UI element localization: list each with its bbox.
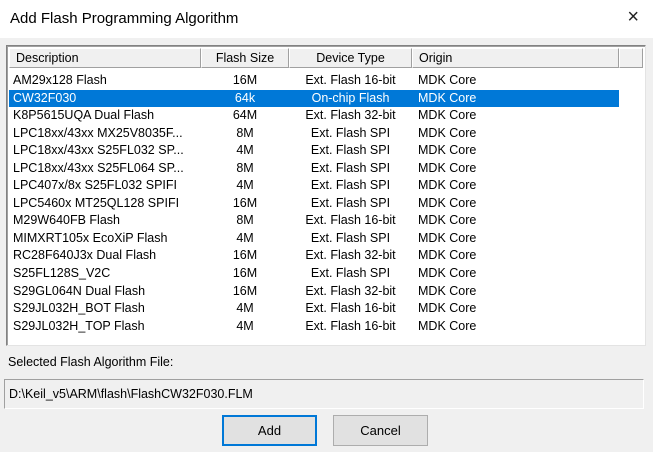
cell-origin: MDK Core [418,266,477,281]
cell-device-type: Ext. Flash SPI [310,143,391,158]
column-header-filler [619,48,643,68]
cell-description: LPC407x/8x S25FL032 SPIFI [13,178,177,193]
table-row[interactable]: K8P5615UQA Dual Flash 64M Ext. Flash 32-bi… [9,107,619,125]
cell-origin: MDK Core [418,73,477,87]
column-header-origin[interactable]: Origin [412,48,619,68]
column-header-description[interactable]: Description [9,48,201,68]
cell-description: K8P5615UQA Dual Flash [13,108,155,123]
cell-flash-size: 4M [236,178,254,193]
cell-origin: MDK Core [418,230,477,245]
cell-flash-size: 16M [232,283,258,298]
list-rows: AM29x128 Flash 16M Ext. Flash 16-bit MDK Co… [9,72,619,335]
column-header-flash-size[interactable]: Flash Size [201,48,289,68]
cell-flash-size: 4M [236,301,254,316]
table-row[interactable]: LPC5460x MT25QL128 SPIFI 16M Ext. Flash SP… [9,195,619,213]
cell-origin: MDK Core [418,195,477,210]
cell-flash-size: 8M [236,213,254,228]
cell-device-type: Ext. Flash 32-bit [305,283,396,298]
cell-origin: MDK Core [418,301,477,316]
cell-flash-size: 16M [232,73,258,87]
cell-description: S25FL128S_V2C [13,266,111,281]
cell-description: LPC18xx/43xx S25FL064 SP... [13,160,184,175]
cell-device-type: Ext. Flash 32-bit [305,108,396,123]
cell-description: CW32F030 [13,90,77,105]
title-bar: Add Flash Programming Algorithm × [0,0,653,38]
cell-device-type: Ext. Flash 16-bit [305,213,396,228]
table-row[interactable]: AM29x128 Flash 16M Ext. Flash 16-bit MDK Co… [9,72,619,90]
table-row[interactable]: S29GL064N Dual Flash 16M Ext. Flash 32-bit… [9,283,619,301]
cell-origin: MDK Core [418,213,477,228]
cell-description: RC28F640J3x Dual Flash [13,248,157,263]
cell-flash-size: 4M [236,143,254,158]
file-path-field: D:\Keil_v5\ARM\flash\FlashCW32F030.FLM [4,379,644,409]
cell-flash-size: 4M [236,230,254,245]
cell-description: LPC18xx/43xx MX25V8035F... [13,125,183,140]
table-row[interactable]: LPC407x/8x S25FL032 SPIFI 4M Ext. Flash SP… [9,177,619,195]
cell-device-type: Ext. Flash SPI [310,160,391,175]
table-row[interactable]: MIMXRT105x EcoXiP Flash 4M Ext. Flash SPI M… [9,230,619,248]
cancel-button[interactable]: Cancel [333,415,428,446]
cell-origin: MDK Core [418,108,477,123]
cell-origin: MDK Core [418,90,477,105]
cell-flash-size: 8M [236,125,254,140]
cell-device-type: Ext. Flash 16-bit [305,301,396,316]
table-row[interactable]: RC28F640J3x Dual Flash 16M Ext. Flash 32-b… [9,247,619,265]
list-header: Description Flash Size Device Type Origi… [9,48,643,68]
cell-device-type: Ext. Flash 16-bit [305,73,396,87]
cell-flash-size: 64k [234,90,256,105]
table-row[interactable]: S29JL032H_BOT Flash 4M Ext. Flash 16-bit MD… [9,300,619,318]
cell-description: MIMXRT105x EcoXiP Flash [13,230,168,245]
cell-origin: MDK Core [418,125,477,140]
table-row[interactable]: M29W640FB Flash 8M Ext. Flash 16-bit MDK Co… [9,212,619,230]
cell-flash-size: 16M [232,248,258,263]
algorithm-list[interactable]: Description Flash Size Device Type Origi… [6,45,646,346]
cell-flash-size: 16M [232,266,258,281]
cell-description: S29JL032H_TOP Flash [13,318,145,333]
close-icon[interactable]: × [627,6,639,28]
cell-origin: MDK Core [418,178,477,193]
table-row[interactable]: LPC18xx/43xx MX25V8035F... 8M Ext. Flash S… [9,125,619,143]
cell-origin: MDK Core [418,248,477,263]
cell-device-type: Ext. Flash SPI [310,230,391,245]
cell-origin: MDK Core [418,160,477,175]
cell-flash-size: 16M [232,195,258,210]
cell-device-type: Ext. Flash SPI [310,178,391,193]
cell-origin: MDK Core [418,143,477,158]
table-row[interactable]: CW32F030 64k On-chip Flash MDK Core [9,89,619,108]
cell-origin: MDK Core [418,283,477,298]
cell-flash-size: 8M [236,160,254,175]
cell-device-type: On-chip Flash [311,90,390,105]
column-header-device-type[interactable]: Device Type [289,48,412,68]
add-button[interactable]: Add [222,415,317,446]
table-row[interactable]: LPC18xx/43xx S25FL032 SP... 4M Ext. Flash … [9,142,619,160]
cell-description: LPC18xx/43xx S25FL032 SP... [13,143,184,158]
cell-device-type: Ext. Flash SPI [310,195,391,210]
cell-description: LPC5460x MT25QL128 SPIFI [13,195,180,210]
cell-device-type: Ext. Flash 16-bit [305,318,396,333]
table-row[interactable]: S25FL128S_V2C 16M Ext. Flash SPI MDK Core [9,265,619,283]
cell-description: M29W640FB Flash [13,213,120,228]
cell-device-type: Ext. Flash 32-bit [305,248,396,263]
window-title: Add Flash Programming Algorithm [10,10,239,27]
cell-device-type: Ext. Flash SPI [310,125,391,140]
cell-description: S29GL064N Dual Flash [13,283,146,298]
table-row[interactable]: LPC18xx/43xx S25FL064 SP... 8M Ext. Flash … [9,160,619,178]
cell-origin: MDK Core [418,318,477,333]
table-row[interactable]: S29JL032H_TOP Flash 4M Ext. Flash 16-bit MD… [9,318,619,336]
cell-flash-size: 64M [232,108,258,123]
cell-device-type: Ext. Flash SPI [310,266,391,281]
file-label: Selected Flash Algorithm File: [8,355,174,369]
cell-description: S29JL032H_BOT Flash [13,301,145,316]
cell-description: AM29x128 Flash [13,73,107,87]
cell-flash-size: 4M [236,318,254,333]
